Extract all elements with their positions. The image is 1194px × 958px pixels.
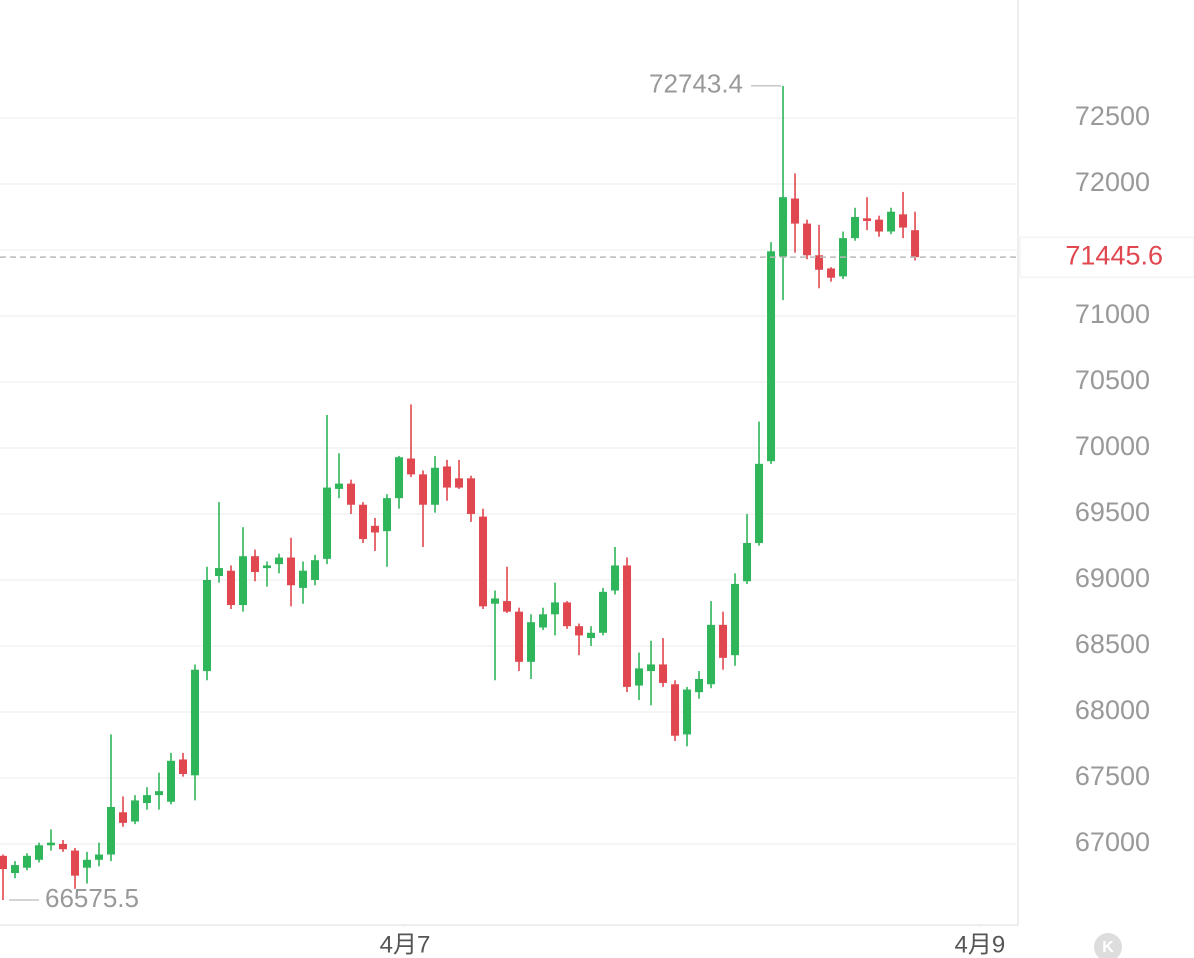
candle-body [335, 483, 344, 489]
candle-body [443, 466, 452, 488]
candle-body [275, 557, 284, 565]
y-tick-label: 67000 [1075, 827, 1150, 857]
candle-body [359, 504, 368, 540]
candle-body [635, 668, 644, 686]
candle-body [299, 570, 308, 588]
candle-body [47, 842, 56, 846]
candle-body [455, 478, 464, 488]
candle-body [755, 463, 764, 544]
candle-body [815, 255, 824, 270]
y-tick-label: 67500 [1075, 761, 1150, 791]
candle-body [719, 624, 728, 658]
candle-body [203, 579, 212, 672]
candle-body [383, 498, 392, 532]
y-tick-label: 70500 [1075, 365, 1150, 395]
candle-body [11, 865, 20, 873]
candle-body [155, 791, 164, 796]
candle-body [899, 214, 908, 228]
candle-body [239, 556, 248, 606]
candle-body [671, 684, 680, 736]
candle-body [779, 197, 788, 257]
y-tick-label: 72500 [1075, 101, 1150, 131]
candle-body [863, 218, 872, 221]
candle-body [323, 487, 332, 559]
candle-body [311, 560, 320, 580]
candle-body [167, 760, 176, 802]
candle-body [791, 198, 800, 224]
last-price-label: 71445.6 [1065, 240, 1163, 270]
candle-body [419, 474, 428, 505]
candle-body [119, 812, 128, 823]
candle-body [851, 216, 860, 239]
candle-body [611, 565, 620, 591]
brand-icon[interactable] [1094, 933, 1122, 958]
candle-body [743, 543, 752, 582]
candle-body [695, 678, 704, 693]
candle-body [131, 800, 140, 822]
y-tick-label: 68500 [1075, 629, 1150, 659]
candle-body [143, 795, 152, 804]
candle-body [191, 669, 200, 776]
candle-body [491, 598, 500, 604]
candle-body [227, 570, 236, 606]
x-tick-label: 4月7 [380, 931, 431, 958]
candle-body [0, 855, 8, 870]
low-label: 66575.5 [45, 883, 139, 913]
candle-body [707, 624, 716, 685]
candle-body [407, 458, 416, 475]
last-price-box [1019, 236, 1194, 278]
candle-body [287, 557, 296, 586]
candle-body [599, 591, 608, 633]
candle-body [347, 483, 356, 505]
candle-body [683, 689, 692, 735]
candle-body [371, 525, 380, 533]
candle-body [83, 859, 92, 868]
candle-body [23, 855, 32, 868]
y-tick-label: 70000 [1075, 431, 1150, 461]
candle-body [35, 845, 44, 860]
candle-body [803, 223, 812, 256]
candle-body [395, 457, 404, 499]
candle-body [575, 626, 584, 636]
candle-body [107, 806, 116, 855]
candle-body [731, 583, 740, 656]
brand-icon-glyph: K [1102, 939, 1114, 956]
y-tick-label: 68000 [1075, 695, 1150, 725]
high-label: 72743.4 [649, 69, 743, 99]
y-tick-label: 69000 [1075, 563, 1150, 593]
candle-body [479, 516, 488, 607]
candle-body [767, 251, 776, 462]
candle-body [467, 478, 476, 514]
y-tick-label: 71000 [1075, 299, 1150, 329]
candle-body [647, 664, 656, 672]
candle-body [539, 614, 548, 628]
candle-body [887, 211, 896, 232]
candle-body [503, 601, 512, 612]
candle-body [527, 622, 536, 662]
candle-body [251, 556, 260, 573]
candle-body [431, 467, 440, 505]
x-tick-label: 4月9 [954, 931, 1005, 958]
y-tick-label: 72000 [1075, 167, 1150, 197]
candle-body [95, 854, 104, 860]
candle-body [263, 565, 272, 569]
candle-body [59, 843, 68, 850]
candle-body [623, 565, 632, 687]
candle-body [827, 268, 836, 278]
candle-body [659, 664, 668, 683]
candle-body [215, 568, 224, 577]
candle-body [911, 230, 920, 258]
candle-body [551, 602, 560, 615]
candle-body [515, 611, 524, 662]
candle-body [587, 632, 596, 639]
candle-body [179, 759, 188, 775]
y-tick-label: 69500 [1075, 497, 1150, 527]
candle-body [875, 219, 884, 232]
candle-body [71, 850, 80, 876]
candle-body [563, 602, 572, 627]
